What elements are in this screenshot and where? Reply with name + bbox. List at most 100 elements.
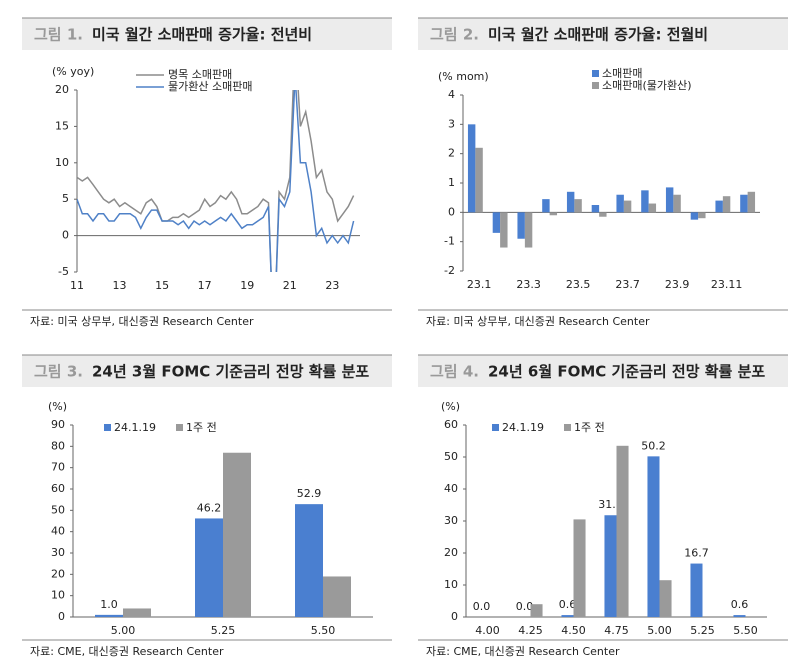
- y-tick-label: 30: [51, 546, 65, 559]
- bar: [722, 196, 731, 213]
- y-tick-label: 10: [51, 589, 65, 602]
- data-label: 50.2: [641, 439, 666, 452]
- y-tick-label: 4: [448, 88, 455, 101]
- legend-swatch: [592, 70, 599, 77]
- legend-label: 소매판매: [602, 67, 642, 80]
- x-tick-label: 19: [240, 279, 254, 292]
- bar: [549, 212, 558, 216]
- bar: [323, 576, 351, 617]
- legend-swatch: [564, 424, 571, 431]
- bar: [604, 515, 617, 617]
- legend-label: 소매판매(물가환산): [602, 79, 692, 92]
- x-tick-label: 23.11: [711, 278, 743, 291]
- bar: [641, 190, 649, 213]
- x-tick-label: 4.00: [475, 624, 500, 637]
- y-tick-label: 0: [451, 610, 458, 623]
- bar: [561, 615, 574, 617]
- bar: [542, 199, 550, 213]
- data-label: 52.9: [297, 487, 322, 500]
- y-tick-label: 10: [444, 578, 458, 591]
- bar: [475, 147, 483, 213]
- bar: [648, 203, 657, 213]
- bar: [665, 187, 674, 213]
- series-line: [77, 90, 355, 272]
- y-tick-label: 10: [55, 156, 69, 169]
- bar: [574, 199, 582, 213]
- bar: [492, 212, 501, 233]
- figure-title: 24년 3월 FOMC 기준금리 전망 확률 분포: [92, 363, 369, 381]
- data-label: 1.0: [100, 598, 118, 611]
- x-tick-label: 5.50: [311, 624, 336, 637]
- title-bar: [418, 18, 788, 50]
- bar: [690, 563, 703, 617]
- source: 자료: 미국 상무부, 대신증권 Research Center: [30, 315, 254, 328]
- figure-title: 24년 6월 FOMC 기준금리 전망 확률 분포: [488, 363, 765, 381]
- x-tick-label: 23.7: [615, 278, 640, 291]
- y-tick-label: 50: [51, 503, 65, 516]
- legend-label: 24.1.19: [502, 421, 544, 434]
- legend-label: 1주 전: [574, 421, 605, 434]
- legend-swatch: [104, 424, 111, 431]
- y-axis-label: (% mom): [438, 70, 489, 83]
- y-tick-label: 50: [444, 450, 458, 463]
- bar: [295, 504, 323, 617]
- bar: [524, 212, 533, 248]
- x-tick-label: 4.25: [518, 624, 543, 637]
- y-tick-label: -1: [444, 235, 455, 248]
- figure-title: 미국 월간 소매판매 증가율: 전년비: [92, 26, 312, 44]
- source: 자료: 미국 상무부, 대신증권 Research Center: [426, 315, 650, 328]
- bar: [698, 212, 706, 219]
- bar: [517, 212, 525, 239]
- y-axis-label: (% yoy): [52, 65, 94, 78]
- legend-label: 물가환산 소매판매: [168, 80, 252, 93]
- x-tick-label: 23.9: [665, 278, 690, 291]
- x-tick-label: 13: [113, 279, 127, 292]
- bar: [95, 614, 123, 617]
- source: 자료: CME, 대신증권 Research Center: [30, 645, 224, 658]
- y-tick-label: 60: [51, 482, 65, 495]
- figure-title: 미국 월간 소매판매 증가율: 전월비: [488, 26, 708, 44]
- x-tick-label: 11: [70, 279, 84, 292]
- figure-label: 그림 3.: [34, 363, 83, 381]
- bar: [747, 191, 756, 213]
- bar: [690, 212, 699, 220]
- y-tick-label: 2: [448, 147, 455, 160]
- y-tick-label: 80: [51, 439, 65, 452]
- x-tick-label: 23: [325, 279, 339, 292]
- x-tick-label: 21: [283, 279, 297, 292]
- y-tick-label: 0: [62, 229, 69, 242]
- legend-label: 명목 소매판매: [168, 68, 232, 81]
- data-label: 0.6: [559, 598, 577, 611]
- x-tick-label: 5.25: [690, 624, 715, 637]
- title-bar: [22, 18, 392, 50]
- legend-label: 24.1.19: [114, 421, 156, 434]
- data-label: 0.0: [473, 600, 491, 613]
- x-tick-label: 23.5: [566, 278, 591, 291]
- y-tick-label: 30: [444, 514, 458, 527]
- bar: [616, 445, 629, 617]
- legend-label: 1주 전: [186, 421, 217, 434]
- bar: [659, 580, 672, 617]
- data-label: 0.0: [516, 600, 534, 613]
- bar: [223, 452, 251, 617]
- data-label: 16.7: [684, 547, 709, 560]
- legend-swatch: [592, 82, 599, 89]
- x-tick-label: 5.00: [647, 624, 672, 637]
- y-tick-label: 20: [444, 546, 458, 559]
- x-tick-label: 4.50: [561, 624, 586, 637]
- bar: [647, 456, 660, 617]
- series-line: [77, 90, 355, 272]
- bar: [673, 194, 681, 213]
- bar: [195, 518, 223, 617]
- x-tick-label: 4.75: [604, 624, 629, 637]
- source: 자료: CME, 대신증권 Research Center: [426, 645, 620, 658]
- y-axis-label: (%): [48, 400, 67, 413]
- x-tick-label: 5.00: [111, 624, 136, 637]
- bar: [591, 205, 600, 213]
- legend-swatch: [492, 424, 499, 431]
- y-tick-label: 90: [51, 418, 65, 431]
- bar: [566, 191, 575, 213]
- bar: [467, 124, 476, 213]
- bar: [715, 200, 723, 213]
